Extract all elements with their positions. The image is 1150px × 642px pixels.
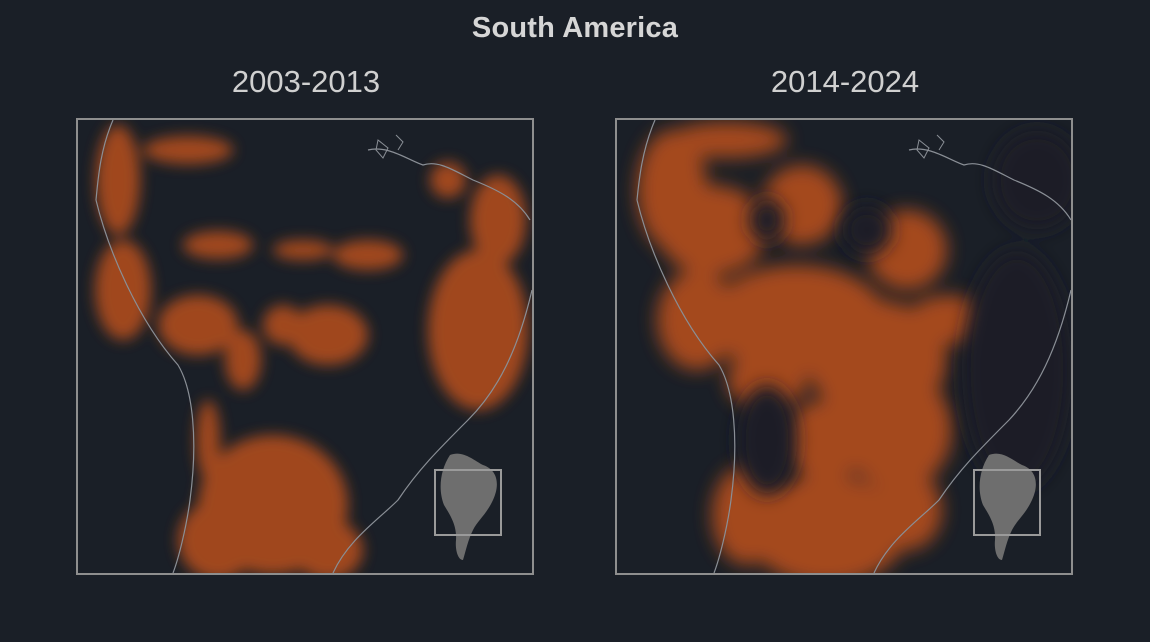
- heat-patch: [288, 305, 368, 365]
- figure-title: South America: [471, 12, 679, 44]
- heat-patch: [747, 475, 907, 573]
- map-svg-left: [95, 120, 532, 573]
- map-panel-2003-2013: [76, 118, 534, 575]
- heat-patch: [430, 162, 466, 198]
- heat-patch: [95, 240, 151, 340]
- map-svg-right: [636, 120, 1071, 573]
- heat-patch: [178, 500, 258, 573]
- inset-frame: [434, 469, 502, 536]
- heat-patch: [667, 122, 787, 158]
- inset-south-america: [440, 453, 497, 560]
- heat-patch: [263, 305, 303, 345]
- heat-patch: [273, 240, 333, 260]
- heat-patch: [143, 136, 233, 164]
- coastline: [636, 120, 1071, 573]
- heat-patch: [657, 185, 767, 275]
- map-panel-2014-2024: [615, 118, 1073, 575]
- heat-patch: [470, 175, 526, 265]
- heat-patch: [225, 330, 261, 390]
- heat-patch: [727, 350, 807, 410]
- heat-patch: [333, 240, 403, 270]
- heat-patch: [428, 250, 528, 410]
- inset-locator: [434, 453, 502, 560]
- heat-patch: [196, 400, 220, 480]
- inset-south-america: [979, 453, 1036, 560]
- heat-layer: [95, 125, 528, 573]
- coastline-islands: [916, 134, 945, 159]
- heat-patch: [96, 125, 140, 235]
- heat-patch: [842, 370, 952, 490]
- heat-patch: [158, 295, 238, 355]
- coastline: [95, 120, 532, 573]
- panel-title-2014-2024: 2014-2024: [770, 64, 920, 99]
- low-value-areas: [737, 130, 1071, 495]
- heat-patch: [782, 400, 872, 480]
- inset-frame: [973, 469, 1041, 536]
- coastline-islands: [375, 134, 404, 159]
- panel-title-2003-2013: 2003-2013: [231, 64, 381, 99]
- heat-patch: [293, 520, 363, 573]
- inset-locator: [973, 453, 1041, 560]
- heat-patch: [183, 231, 253, 259]
- heat-patch: [872, 470, 942, 550]
- heat-layer: [637, 122, 987, 573]
